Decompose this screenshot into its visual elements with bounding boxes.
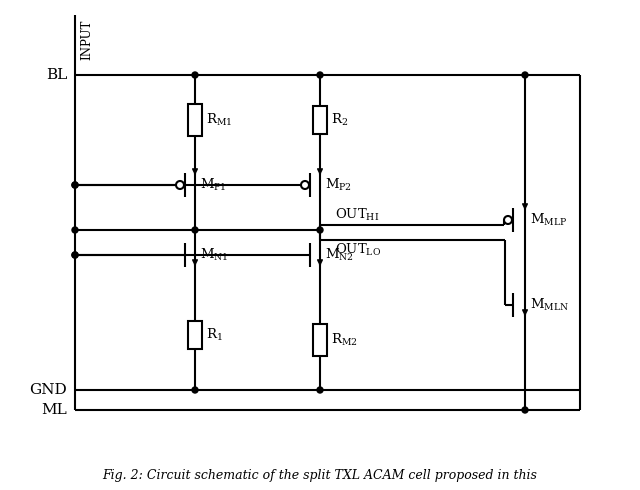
Bar xyxy=(313,106,327,134)
Text: OUT$_{\mathregular{HI}}$: OUT$_{\mathregular{HI}}$ xyxy=(335,207,380,223)
Text: OUT$_{\mathregular{LO}}$: OUT$_{\mathregular{LO}}$ xyxy=(335,242,381,258)
Bar xyxy=(188,104,202,136)
Text: R$_{\mathregular{1}}$: R$_{\mathregular{1}}$ xyxy=(206,327,223,343)
Text: BL: BL xyxy=(45,68,67,82)
Circle shape xyxy=(72,227,78,233)
Circle shape xyxy=(192,72,198,78)
Text: M$_{\mathregular{P1}}$: M$_{\mathregular{P1}}$ xyxy=(200,177,227,193)
Circle shape xyxy=(317,227,323,233)
Text: ML: ML xyxy=(41,403,67,417)
Text: M$_{\mathregular{N1}}$: M$_{\mathregular{N1}}$ xyxy=(200,247,228,263)
Text: M$_{\mathregular{N2}}$: M$_{\mathregular{N2}}$ xyxy=(325,247,354,263)
Circle shape xyxy=(317,72,323,78)
Circle shape xyxy=(72,182,78,188)
Text: R$_{\mathregular{M2}}$: R$_{\mathregular{M2}}$ xyxy=(331,332,358,348)
Bar xyxy=(313,324,327,356)
Circle shape xyxy=(176,181,184,189)
Circle shape xyxy=(72,252,78,258)
Text: M$_{\mathregular{MLP}}$: M$_{\mathregular{MLP}}$ xyxy=(530,212,567,228)
Text: M$_{\mathregular{MLN}}$: M$_{\mathregular{MLN}}$ xyxy=(530,297,569,313)
Text: GND: GND xyxy=(29,383,67,397)
Circle shape xyxy=(72,252,78,258)
Circle shape xyxy=(192,387,198,393)
Circle shape xyxy=(522,72,528,78)
Circle shape xyxy=(522,407,528,413)
Text: INPUT: INPUT xyxy=(80,20,93,60)
Text: M$_{\mathregular{P2}}$: M$_{\mathregular{P2}}$ xyxy=(325,177,352,193)
Circle shape xyxy=(72,182,78,188)
Circle shape xyxy=(504,216,512,224)
Bar xyxy=(188,321,202,349)
Circle shape xyxy=(317,387,323,393)
Text: R$_{\mathregular{M1}}$: R$_{\mathregular{M1}}$ xyxy=(206,112,232,128)
Text: R$_{\mathregular{2}}$: R$_{\mathregular{2}}$ xyxy=(331,112,348,128)
Circle shape xyxy=(192,227,198,233)
Text: Fig. 2: Circuit schematic of the split TXL ACAM cell proposed in this: Fig. 2: Circuit schematic of the split T… xyxy=(102,468,538,482)
Circle shape xyxy=(301,181,309,189)
